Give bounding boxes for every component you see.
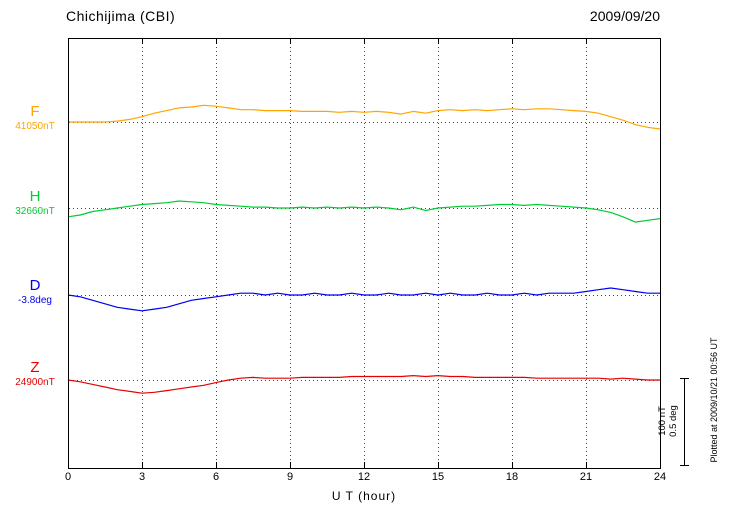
channel-baseline-z: 24900nT bbox=[15, 377, 55, 388]
trace-F bbox=[68, 104, 661, 130]
traces bbox=[67, 104, 661, 394]
x-tick-label: 6 bbox=[212, 471, 220, 483]
channel-letter-h: H bbox=[29, 188, 41, 205]
channel-letter-d: D bbox=[29, 277, 41, 294]
channel-baseline-h: 32660nT bbox=[15, 206, 55, 217]
x-tick-label: 12 bbox=[357, 471, 371, 483]
trace-D bbox=[67, 287, 660, 312]
trace-Z bbox=[67, 375, 660, 394]
x-tick-label: 24 bbox=[653, 471, 667, 483]
scale-deg-label: 0.5 deg bbox=[668, 405, 679, 437]
channel-label-d: D -3.8deg bbox=[6, 278, 64, 306]
channel-letter-z: Z bbox=[30, 359, 40, 376]
channel-label-f: F 41050nT bbox=[6, 104, 64, 132]
x-tick-label: 0 bbox=[64, 471, 72, 483]
plot-border bbox=[68, 38, 661, 469]
x-axis-label: U T (hour) bbox=[331, 489, 397, 503]
x-tick-label: 15 bbox=[431, 471, 445, 483]
x-tick-label: 21 bbox=[579, 471, 593, 483]
scale-bar-label: 100 nT 0.5 deg bbox=[657, 397, 679, 445]
date-label: 2009/09/20 bbox=[589, 8, 660, 24]
x-tick-label: 3 bbox=[138, 471, 146, 483]
channel-label-h: H 32660nT bbox=[6, 189, 64, 217]
gridlines bbox=[68, 38, 661, 468]
channel-baseline-f: 41050nT bbox=[15, 121, 55, 132]
channel-label-z: Z 24900nT bbox=[6, 360, 64, 388]
x-tick-label: 9 bbox=[286, 471, 294, 483]
trace-H bbox=[67, 200, 661, 223]
channel-baseline-d: -3.8deg bbox=[18, 295, 52, 306]
page-title: Chichijima (CBI) bbox=[66, 8, 176, 24]
scale-bar bbox=[680, 378, 689, 466]
x-tick-label: 18 bbox=[505, 471, 519, 483]
channel-letter-f: F bbox=[30, 103, 40, 120]
scale-nt-label: 100 nT bbox=[657, 406, 668, 436]
plotted-at-note: Plotted at 2009/10/21 00:56 UT bbox=[709, 337, 719, 463]
